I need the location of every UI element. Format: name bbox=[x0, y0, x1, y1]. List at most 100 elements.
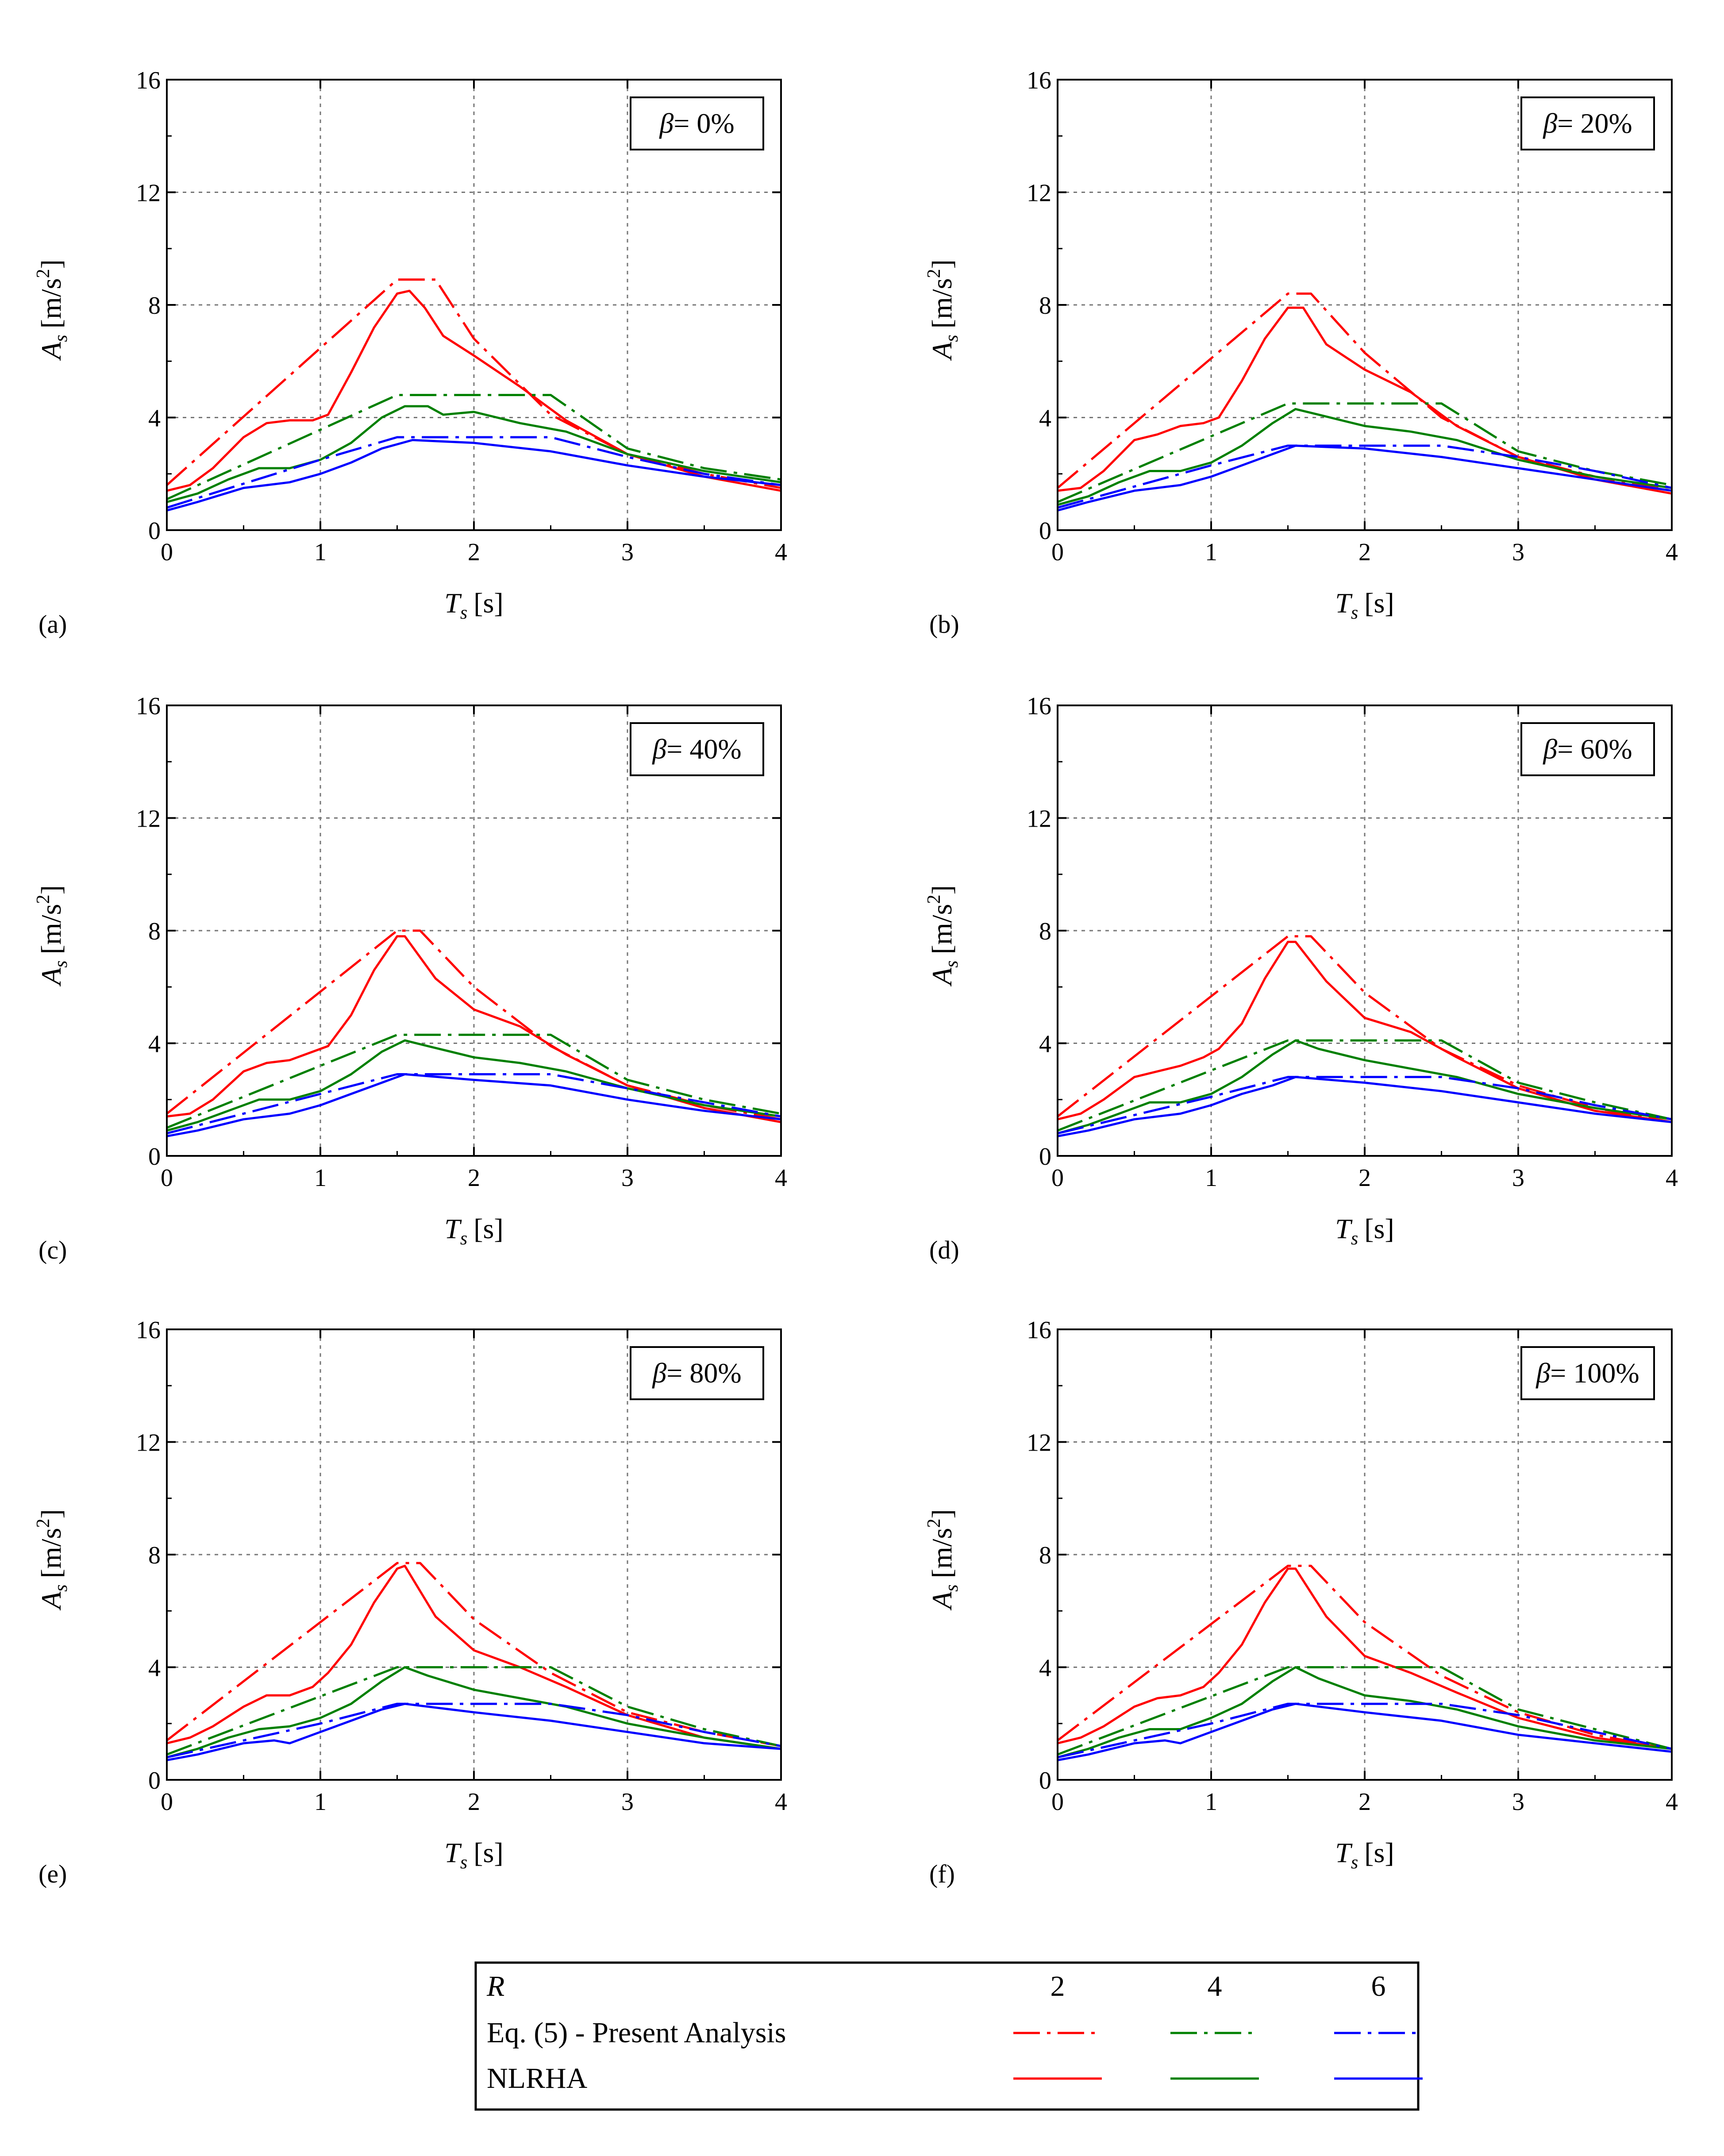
y-axis-exponent: 2 bbox=[33, 1519, 54, 1528]
y-axis-label: As [m/s2] bbox=[33, 885, 71, 987]
y-axis-unit: [m/s bbox=[926, 1528, 958, 1578]
x-tick-label: 0 bbox=[1051, 1164, 1064, 1192]
y-tick-label: 0 bbox=[148, 1767, 161, 1794]
x-axis-symbol: T bbox=[444, 1837, 462, 1868]
y-tick-label: 16 bbox=[1027, 693, 1051, 720]
beta-symbol: β bbox=[651, 1357, 666, 1389]
y-tick-label: 12 bbox=[1027, 805, 1051, 833]
x-tick-label: 3 bbox=[1512, 1788, 1524, 1816]
y-axis-subscript: s bbox=[51, 335, 71, 342]
x-axis-unit: [s] bbox=[473, 1837, 504, 1868]
nlrha-r6-line bbox=[166, 439, 781, 512]
x-tick-label: 2 bbox=[1358, 1788, 1371, 1816]
panel-label: (f) bbox=[929, 1860, 955, 1888]
beta-box bbox=[630, 96, 764, 150]
eq5-r4-line bbox=[1057, 1666, 1672, 1756]
beta-value: = 40% bbox=[666, 733, 741, 765]
nlrha-r4-line bbox=[1057, 408, 1672, 506]
y-axis-symbol: A bbox=[35, 342, 67, 361]
y-tick-label: 4 bbox=[1039, 1031, 1051, 1058]
x-axis-symbol: T bbox=[1335, 587, 1353, 619]
y-axis-symbol: A bbox=[926, 342, 958, 361]
y-tick-label: 12 bbox=[136, 1429, 161, 1457]
x-axis-symbol: T bbox=[1335, 1837, 1353, 1868]
eq5-r4-line bbox=[1057, 1039, 1672, 1132]
eq5-r6-line bbox=[166, 436, 781, 509]
y-tick-label: 0 bbox=[148, 517, 161, 545]
y-axis-symbol: A bbox=[35, 1591, 67, 1611]
eq5-r6-line bbox=[1057, 444, 1672, 509]
x-tick-label: 4 bbox=[775, 1164, 787, 1192]
y-tick-label: 8 bbox=[1039, 918, 1051, 945]
eq5-r4-line bbox=[166, 1666, 781, 1756]
eq5-r2-line bbox=[1057, 1564, 1672, 1750]
nlrha-r6-line bbox=[1057, 1702, 1672, 1761]
eq5-r6-line bbox=[1057, 1076, 1672, 1135]
beta-value: = 0% bbox=[673, 108, 734, 139]
x-tick-label: 0 bbox=[161, 1788, 173, 1816]
x-tick-label: 0 bbox=[161, 1164, 173, 1192]
y-axis-exponent: 2 bbox=[924, 269, 944, 278]
nlrha-r6-line bbox=[166, 1073, 781, 1137]
x-tick-label: 2 bbox=[468, 539, 480, 566]
y-axis-unit-close: ] bbox=[35, 1509, 67, 1518]
x-axis-label: Ts [s] bbox=[444, 1213, 503, 1249]
x-tick-label: 4 bbox=[1666, 1164, 1678, 1192]
x-tick-label: 3 bbox=[621, 1164, 634, 1192]
nlrha-r2-line bbox=[166, 289, 781, 492]
y-axis-unit-close: ] bbox=[926, 1509, 958, 1518]
x-axis-label: Ts [s] bbox=[1335, 1837, 1394, 1873]
x-axis-label: Ts [s] bbox=[1335, 1213, 1394, 1249]
panel-label: (c) bbox=[38, 1236, 67, 1264]
eq5-r4-line bbox=[166, 394, 781, 500]
y-axis-subscript: s bbox=[942, 335, 962, 342]
beta-box bbox=[630, 1346, 764, 1400]
x-axis-subscript: s bbox=[460, 1228, 467, 1249]
y-axis-subscript: s bbox=[51, 960, 71, 967]
eq5-r4-line bbox=[1057, 402, 1672, 503]
eq5-r2-line bbox=[1057, 293, 1672, 492]
panel-label: (b) bbox=[929, 610, 959, 639]
nlrha-r2-line bbox=[1057, 1567, 1672, 1750]
y-axis-subscript: s bbox=[51, 1584, 71, 1591]
y-axis-exponent: 2 bbox=[33, 269, 54, 278]
legend-row-eq5: Eq. (5) - Present Analysis bbox=[487, 2017, 786, 2049]
nlrha-r6-line bbox=[1057, 1076, 1672, 1137]
beta-box bbox=[1520, 96, 1655, 150]
y-axis-exponent: 2 bbox=[33, 895, 54, 904]
y-axis-unit-close: ] bbox=[926, 259, 958, 269]
y-tick-label: 4 bbox=[1039, 405, 1051, 432]
y-axis-unit: [m/s bbox=[926, 278, 958, 329]
nlrha-r6-line bbox=[1057, 444, 1672, 512]
x-tick-label: 1 bbox=[314, 1788, 327, 1816]
x-axis-unit: [s] bbox=[473, 1213, 504, 1244]
y-tick-label: 4 bbox=[148, 405, 161, 432]
x-axis-subscript: s bbox=[460, 603, 467, 623]
nlrha-r4-line bbox=[1057, 1039, 1672, 1135]
x-tick-label: 0 bbox=[161, 539, 173, 566]
legend-header: R bbox=[486, 1970, 504, 2002]
beta-label: β= 20% bbox=[1542, 108, 1632, 139]
x-axis-subscript: s bbox=[1351, 1228, 1358, 1249]
y-axis-exponent: 2 bbox=[924, 895, 944, 904]
y-axis-unit: [m/s bbox=[926, 904, 958, 955]
nlrha-r4-line bbox=[166, 1666, 781, 1759]
x-axis-unit: [s] bbox=[473, 587, 504, 619]
x-axis-symbol: T bbox=[444, 587, 462, 619]
x-tick-label: 1 bbox=[1205, 1164, 1217, 1192]
y-axis-unit: [m/s bbox=[35, 278, 67, 329]
y-axis-unit: [m/s bbox=[35, 904, 67, 955]
x-tick-label: 1 bbox=[314, 1164, 327, 1192]
panel-label: (d) bbox=[929, 1236, 959, 1264]
x-tick-label: 4 bbox=[775, 539, 787, 566]
nlrha-r2-line bbox=[1057, 940, 1672, 1124]
x-tick-label: 2 bbox=[1358, 539, 1371, 566]
y-axis-subscript: s bbox=[942, 1584, 962, 1591]
y-tick-label: 0 bbox=[148, 1143, 161, 1170]
